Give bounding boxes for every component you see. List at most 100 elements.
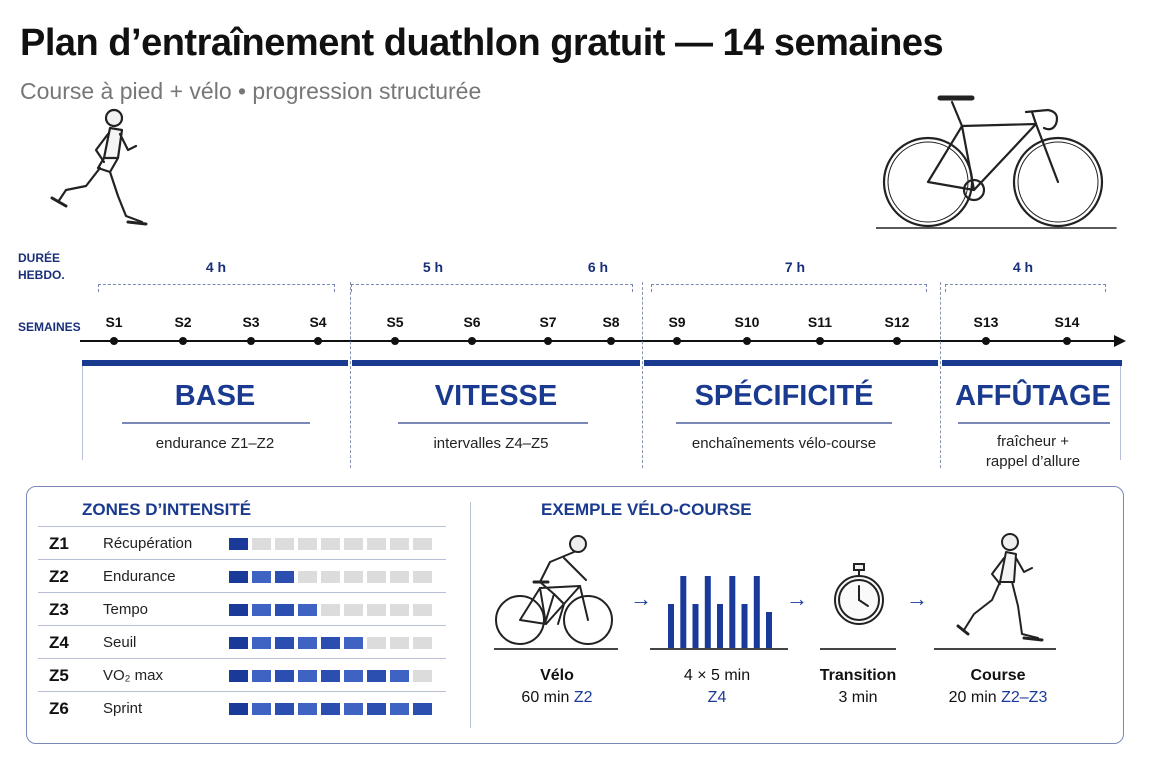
zone-bar-segment bbox=[275, 670, 294, 682]
step-sub-bike: 60 min Z2 bbox=[521, 689, 593, 706]
zone-bar-segment bbox=[298, 604, 317, 616]
zone-bar-segment bbox=[298, 538, 317, 550]
zone-bar-segment bbox=[413, 604, 432, 616]
zone-bar-segment bbox=[390, 637, 409, 649]
zone-bar-segment bbox=[367, 571, 386, 583]
zone-code: Z6 bbox=[49, 699, 69, 718]
week-label-s5: S5 bbox=[386, 314, 404, 330]
week-dot bbox=[893, 337, 901, 345]
zone-bar-segment bbox=[252, 637, 271, 649]
zone-bar-segment bbox=[229, 703, 248, 715]
week-label-s6: S6 bbox=[463, 314, 481, 330]
ground-line bbox=[934, 648, 1056, 650]
phase-title-taper: AFFÛTAGE bbox=[955, 380, 1111, 412]
zone-bar-segment bbox=[229, 604, 248, 616]
zone-code: Z5 bbox=[49, 666, 69, 685]
phase-underline bbox=[122, 422, 310, 424]
interval-bar bbox=[766, 612, 772, 648]
zone-bar-segment bbox=[367, 703, 386, 715]
week-label-s10: S10 bbox=[734, 314, 760, 330]
zone-row-z5: Z5 VO₂ max bbox=[38, 658, 446, 692]
interval-bar bbox=[704, 576, 711, 648]
page-title: Plan d’entraînement duathlon gratuit — 1… bbox=[20, 22, 944, 64]
zone-bar-segment bbox=[390, 670, 409, 682]
zone-bar-segment bbox=[390, 604, 409, 616]
phase-bar-specificity bbox=[644, 360, 938, 366]
zone-bar-segment bbox=[321, 670, 340, 682]
bracket-specificity bbox=[651, 284, 927, 293]
phase-underline bbox=[398, 422, 588, 424]
week-label-s2: S2 bbox=[174, 314, 192, 330]
zone-row-z3: Z3 Tempo bbox=[38, 592, 446, 626]
runner-illustration bbox=[50, 108, 148, 226]
week-dot bbox=[179, 337, 187, 345]
zone-bar-segment bbox=[229, 571, 248, 583]
runner-icon bbox=[956, 533, 1044, 642]
bracket-speed bbox=[351, 284, 633, 293]
zone-name: Tempo bbox=[103, 601, 149, 618]
zone-bar bbox=[229, 670, 432, 682]
zone-bar-segment bbox=[367, 538, 386, 550]
zone-bar-segment bbox=[367, 604, 386, 616]
zone-bar-segment bbox=[229, 538, 248, 550]
interval-bar bbox=[741, 604, 748, 648]
interval-bar bbox=[668, 604, 674, 648]
zone-name: Sprint bbox=[103, 700, 143, 717]
week-dot bbox=[544, 337, 552, 345]
week-label-s7: S7 bbox=[539, 314, 557, 330]
weeks-row-label: SEMAINES bbox=[18, 320, 81, 334]
phase-title-speed: VITESSE bbox=[434, 380, 558, 412]
zone-bar-segment bbox=[229, 670, 248, 682]
interval-bar bbox=[717, 604, 723, 648]
week-dot bbox=[673, 337, 681, 345]
week-dot bbox=[743, 337, 751, 345]
zone-bar-segment bbox=[413, 637, 432, 649]
zone-bar-segment bbox=[344, 604, 363, 616]
hours-speed-start: 5 h bbox=[422, 259, 444, 275]
zone-name: Seuil bbox=[103, 634, 137, 651]
step-sub-transition: 3 min bbox=[838, 689, 878, 706]
zone-bar bbox=[229, 703, 432, 715]
phase-edge bbox=[1120, 366, 1121, 460]
step-label-run: Course bbox=[970, 667, 1026, 684]
zone-bar-segment bbox=[367, 637, 386, 649]
zone-bar bbox=[229, 571, 432, 583]
week-dot bbox=[468, 337, 476, 345]
week-label-s12: S12 bbox=[884, 314, 910, 330]
hours-speed-end: 6 h bbox=[587, 259, 609, 275]
zone-row-z4: Z4 Seuil bbox=[38, 625, 446, 659]
zone-bar-segment bbox=[298, 571, 317, 583]
ground-line bbox=[650, 648, 788, 650]
phase-bar-base bbox=[82, 360, 348, 366]
week-label-s11: S11 bbox=[807, 314, 833, 330]
week-dot bbox=[314, 337, 322, 345]
phase-underline bbox=[958, 422, 1110, 424]
zone-bar-segment bbox=[252, 571, 271, 583]
zone-bar-segment bbox=[390, 703, 409, 715]
zone-bar-segment bbox=[298, 637, 317, 649]
interval-bar bbox=[680, 576, 687, 648]
zone-bar bbox=[229, 538, 432, 550]
zone-bar-segment bbox=[344, 670, 363, 682]
zone-bar-segment bbox=[390, 571, 409, 583]
arrow-right-icon: → bbox=[630, 586, 652, 611]
zone-bar-segment bbox=[413, 670, 432, 682]
week-dot bbox=[816, 337, 824, 345]
phase-title-specificity: SPÉCIFICITÉ bbox=[694, 380, 874, 412]
zone-bar-segment bbox=[321, 604, 340, 616]
panel-divider bbox=[470, 502, 471, 728]
intervals-chart bbox=[668, 576, 772, 648]
arrow-right-icon: → bbox=[786, 586, 808, 611]
zone-bar bbox=[229, 604, 432, 616]
hours-specificity: 7 h bbox=[784, 259, 806, 275]
zone-bar-segment bbox=[413, 538, 432, 550]
zone-bar-segment bbox=[344, 538, 363, 550]
zone-bar-segment bbox=[275, 637, 294, 649]
zone-bar-segment bbox=[321, 571, 340, 583]
zone-bar-segment bbox=[275, 538, 294, 550]
phase-desc-base: endurance Z1–Z2 bbox=[155, 435, 275, 452]
zone-bar-segment bbox=[298, 703, 317, 715]
phase-bar-taper bbox=[942, 360, 1122, 366]
zone-code: Z4 bbox=[49, 633, 69, 652]
week-label-s14: S14 bbox=[1054, 314, 1080, 330]
